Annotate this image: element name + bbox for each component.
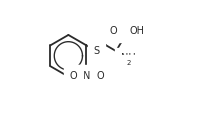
- Text: OH: OH: [130, 26, 145, 36]
- Text: N: N: [83, 71, 91, 81]
- Text: O: O: [110, 26, 117, 36]
- Text: O: O: [97, 71, 105, 81]
- Text: O: O: [70, 71, 77, 81]
- Text: S: S: [93, 46, 99, 56]
- Text: 2: 2: [127, 60, 131, 66]
- Text: NH: NH: [121, 54, 136, 64]
